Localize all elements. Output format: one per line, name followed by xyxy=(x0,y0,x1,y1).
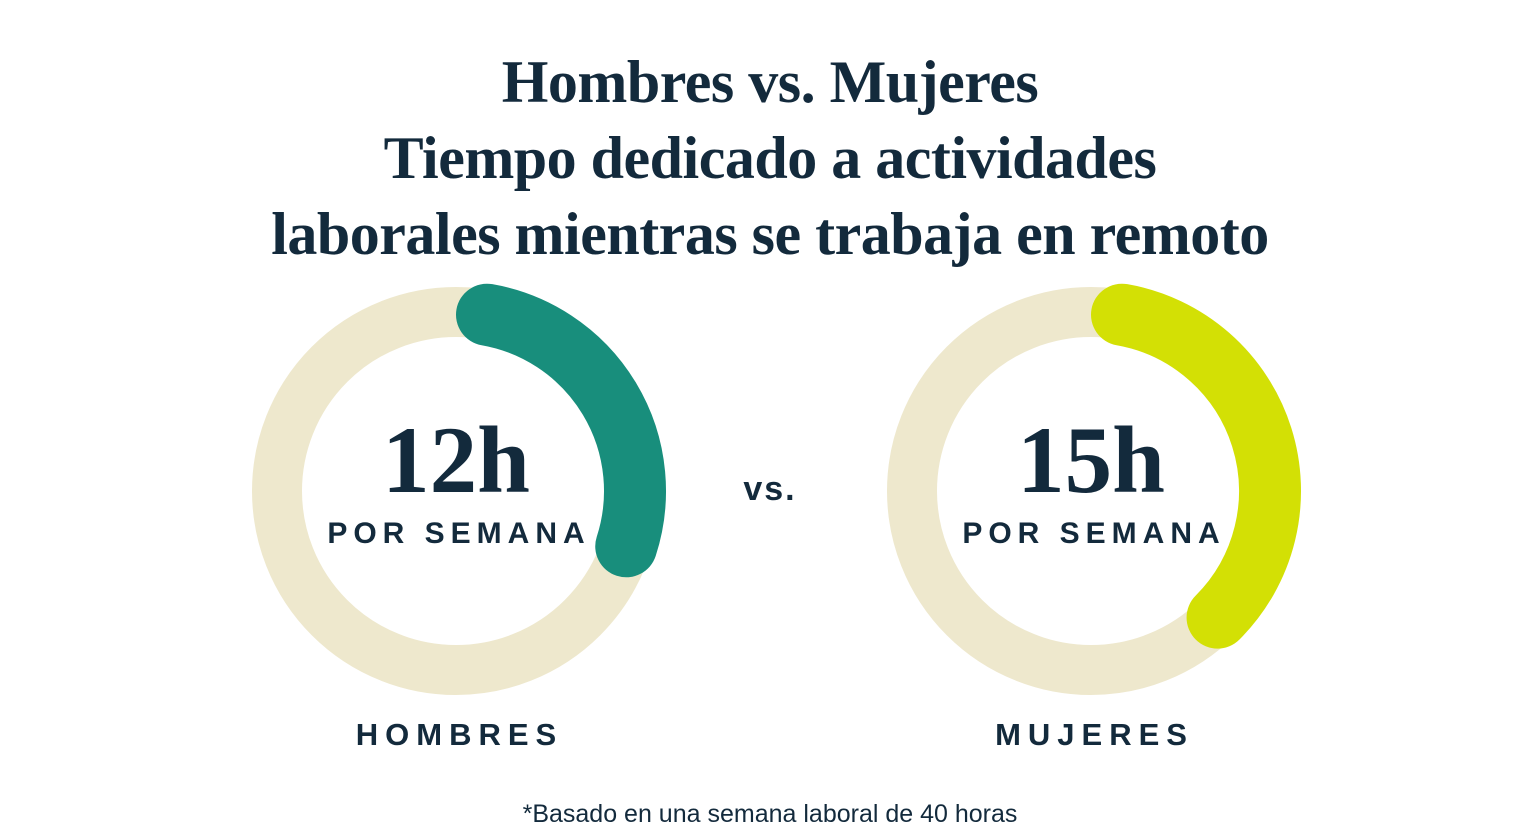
donut-chart-hombres: 12h POR SEMANA HOMBRES xyxy=(236,271,676,753)
category-label-mujeres: MUJERES xyxy=(995,717,1194,752)
vs-separator: vs. xyxy=(743,470,797,508)
title-line-1: Hombres vs. Mujeres xyxy=(501,49,1039,116)
category-label-hombres: HOMBRES xyxy=(355,717,564,752)
footnote: *Basado en una semana laboral de 40 hora… xyxy=(522,800,1018,828)
donut-svg-hombres xyxy=(252,283,666,695)
title-line-2: Tiempo dedicado a actividades xyxy=(383,125,1157,192)
donut-progress-arc-hombres xyxy=(456,283,666,578)
donut-svg-mujeres xyxy=(887,283,1301,695)
title-line-3: laborales mientras se trabaja en remoto xyxy=(271,201,1269,268)
donut-progress-arc-mujeres xyxy=(1091,283,1301,649)
page-title: Hombres vs. Mujeres Tiempo dedicado a ac… xyxy=(0,44,1540,272)
donut-chart-mujeres: 15h POR SEMANA MUJERES xyxy=(871,271,1311,753)
